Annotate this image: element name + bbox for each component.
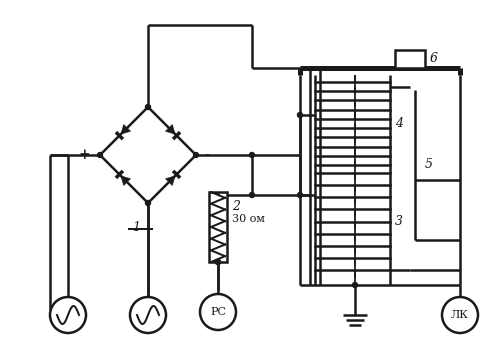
Text: 3: 3 <box>395 215 403 228</box>
Text: -: - <box>204 148 209 162</box>
Polygon shape <box>121 124 130 134</box>
Bar <box>209 192 227 262</box>
Text: 4: 4 <box>395 117 403 130</box>
Text: 5: 5 <box>425 158 433 171</box>
Circle shape <box>216 259 220 265</box>
Circle shape <box>130 297 166 333</box>
Circle shape <box>50 297 86 333</box>
Polygon shape <box>166 124 175 134</box>
Circle shape <box>442 297 478 333</box>
Circle shape <box>200 294 236 330</box>
Bar <box>395 50 425 68</box>
Text: 2: 2 <box>232 200 240 213</box>
Text: ЛК: ЛК <box>451 310 469 320</box>
Polygon shape <box>121 176 130 186</box>
Circle shape <box>250 153 254 157</box>
Text: РС: РС <box>210 307 226 317</box>
Circle shape <box>298 192 302 198</box>
Text: +: + <box>78 148 90 162</box>
Circle shape <box>194 153 198 157</box>
Circle shape <box>352 283 358 288</box>
Polygon shape <box>166 176 175 186</box>
Text: 1: 1 <box>132 221 140 234</box>
Circle shape <box>250 192 254 198</box>
Circle shape <box>298 113 302 118</box>
Text: 30 ом: 30 ом <box>232 214 265 224</box>
Text: 6: 6 <box>430 52 438 66</box>
Circle shape <box>146 201 150 205</box>
Circle shape <box>216 259 220 265</box>
Circle shape <box>146 104 150 109</box>
Circle shape <box>98 153 102 157</box>
